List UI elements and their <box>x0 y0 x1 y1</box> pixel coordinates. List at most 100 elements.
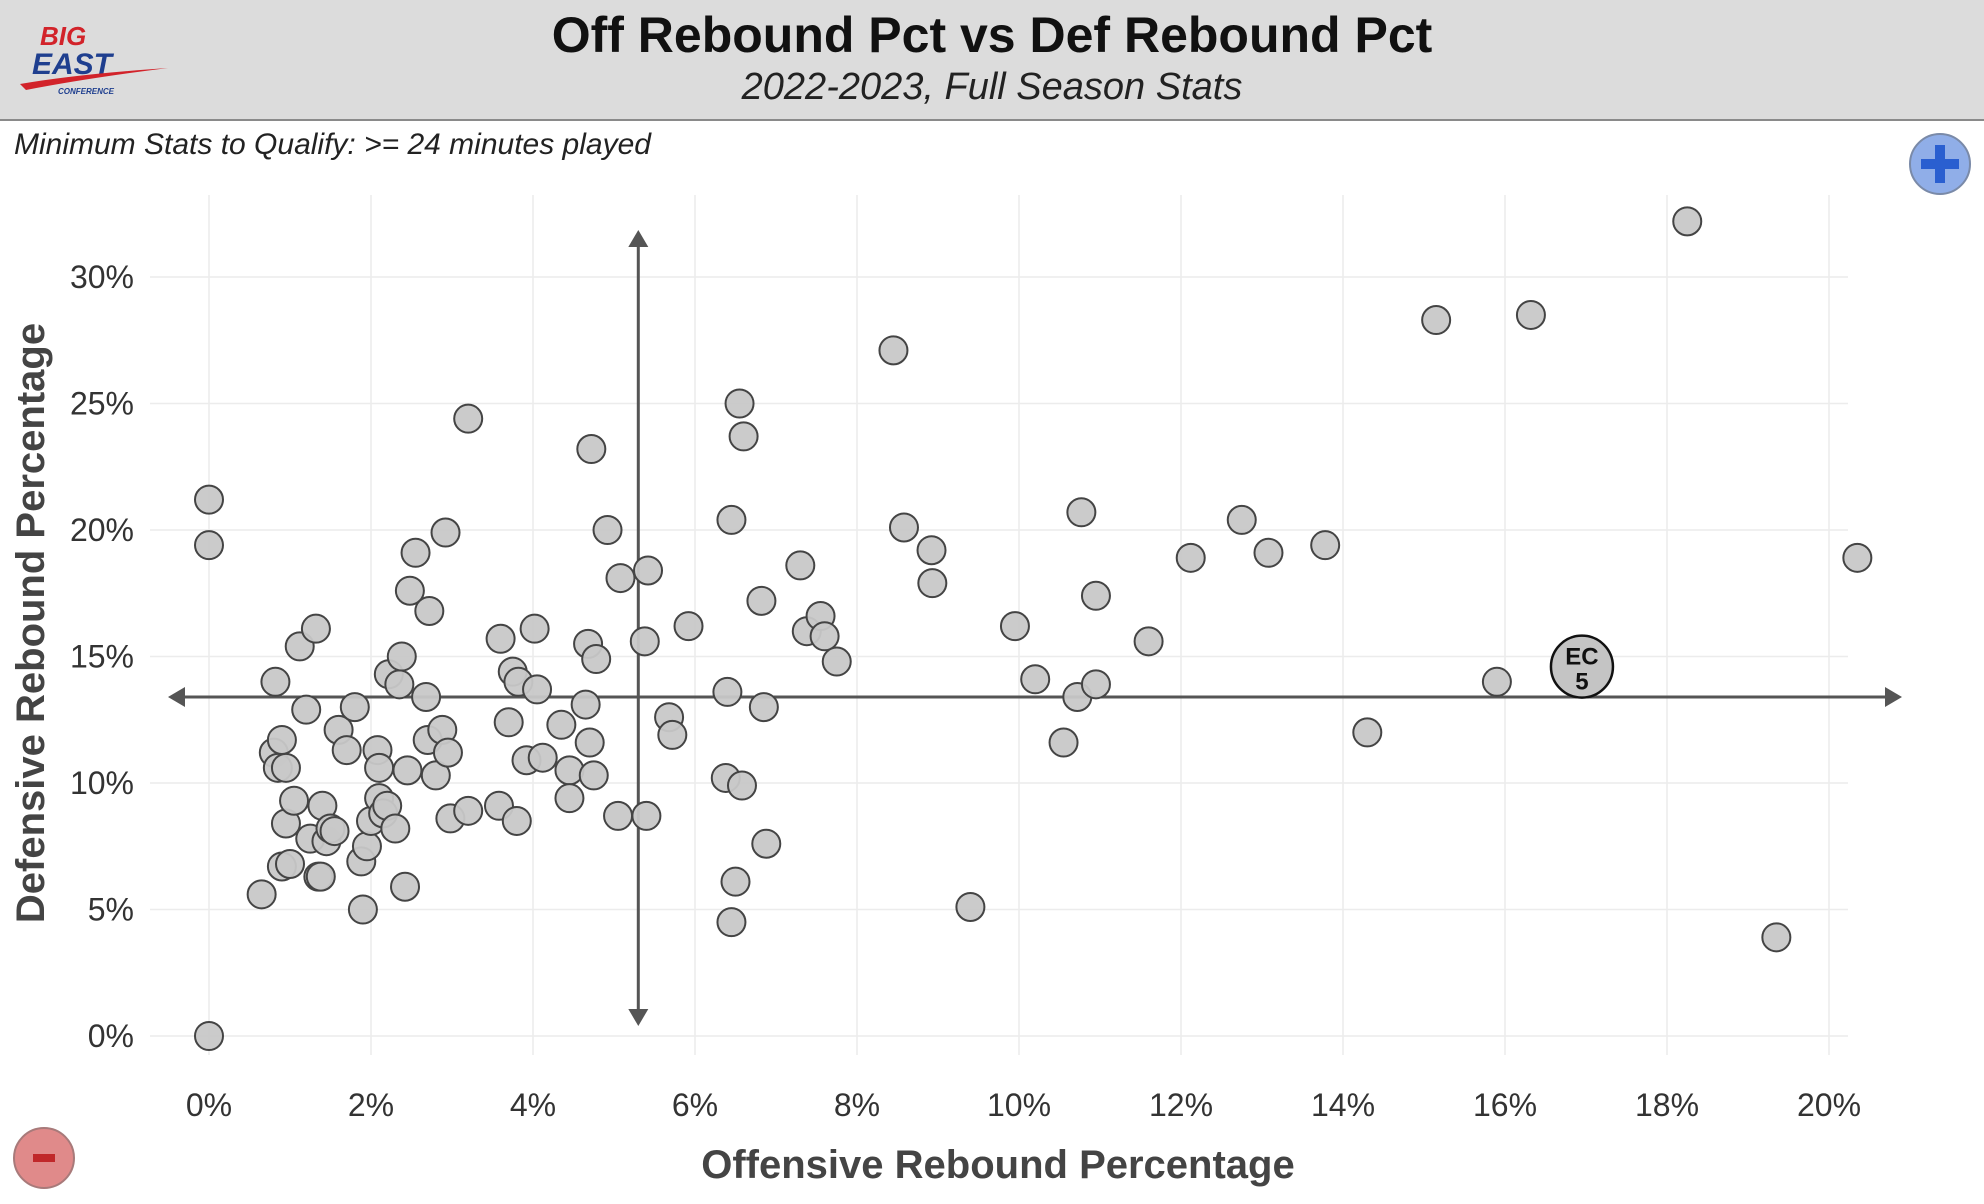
player-point[interactable] <box>576 434 607 465</box>
player-point[interactable] <box>712 676 743 707</box>
x-tick-label: 20% <box>1797 1087 1861 1123</box>
player-point[interactable] <box>888 512 919 543</box>
player-point[interactable] <box>570 689 601 720</box>
player-point[interactable] <box>546 709 577 740</box>
player-point[interactable] <box>592 515 623 545</box>
player-point[interactable] <box>748 692 779 723</box>
player-point[interactable] <box>633 555 664 586</box>
player-point[interactable] <box>394 575 425 606</box>
player-point[interactable] <box>657 719 688 750</box>
player-point[interactable] <box>291 694 322 725</box>
player-point[interactable] <box>279 785 310 816</box>
player-point[interactable] <box>1672 206 1703 237</box>
player-point[interactable] <box>785 550 816 581</box>
player-point[interactable] <box>746 585 777 616</box>
player-point[interactable] <box>716 907 747 938</box>
player-point[interactable] <box>339 692 370 723</box>
player-point[interactable] <box>246 879 277 910</box>
highlight-circle[interactable] <box>1549 634 1615 699</box>
player-point[interactable] <box>300 613 331 644</box>
player-point[interactable] <box>1515 299 1546 330</box>
player-point[interactable] <box>266 724 297 755</box>
player-point[interactable] <box>726 770 757 801</box>
plus-icon <box>1921 145 1959 183</box>
player-point[interactable] <box>414 595 445 626</box>
player-point[interactable] <box>493 707 524 738</box>
player-point[interactable] <box>1080 580 1111 611</box>
player-point[interactable] <box>331 735 362 766</box>
player-point[interactable] <box>1226 504 1257 535</box>
player-point[interactable] <box>260 666 291 697</box>
player-point[interactable] <box>724 388 755 419</box>
player-point[interactable] <box>270 752 301 783</box>
player-point[interactable] <box>999 611 1030 642</box>
player-point[interactable] <box>364 752 395 783</box>
player-point[interactable] <box>319 816 350 847</box>
player-point[interactable] <box>453 403 484 434</box>
player-point[interactable] <box>432 737 463 768</box>
x-tick-label: 8% <box>834 1087 880 1123</box>
player-point[interactable] <box>1133 626 1164 657</box>
x-tick-label: 4% <box>510 1087 556 1123</box>
player-point[interactable] <box>578 760 609 791</box>
player-point[interactable] <box>720 866 751 897</box>
player-point[interactable] <box>305 861 336 892</box>
player-point[interactable] <box>916 535 947 566</box>
player-point[interactable] <box>809 621 840 652</box>
player-point[interactable] <box>821 646 852 677</box>
player-point[interactable] <box>275 848 305 879</box>
player-point[interactable] <box>501 805 532 836</box>
y-tick-label: 30% <box>70 259 134 295</box>
highlighted-team-marker[interactable]: EC5 <box>1549 634 1615 699</box>
player-point[interactable] <box>629 626 660 657</box>
player-point[interactable] <box>574 727 605 758</box>
player-point[interactable] <box>1175 542 1206 573</box>
player-point[interactable] <box>955 891 986 922</box>
player-point[interactable] <box>390 871 421 902</box>
player-point[interactable] <box>392 755 423 786</box>
player-point[interactable] <box>554 783 585 814</box>
player-point[interactable] <box>400 537 431 568</box>
player-point[interactable] <box>386 641 417 672</box>
player-point[interactable] <box>1066 497 1097 528</box>
player-point[interactable] <box>527 742 558 773</box>
player-point[interactable] <box>194 484 224 515</box>
player-point[interactable] <box>1048 727 1079 758</box>
logo-big-text: BIG <box>40 21 86 51</box>
player-point[interactable] <box>1080 669 1111 700</box>
big-east-logo: BIG EAST CONFERENCE <box>20 21 168 96</box>
player-point[interactable] <box>522 674 553 705</box>
player-point[interactable] <box>430 517 461 548</box>
player-point[interactable] <box>1352 717 1383 748</box>
player-point[interactable] <box>384 669 415 700</box>
zoom-out-button[interactable] <box>13 1127 75 1189</box>
player-point[interactable] <box>380 813 411 844</box>
player-point[interactable] <box>1761 922 1792 953</box>
zoom-in-button[interactable] <box>1909 133 1971 195</box>
player-point[interactable] <box>917 568 948 599</box>
player-point[interactable] <box>1253 537 1284 568</box>
player-point[interactable] <box>1421 305 1452 336</box>
player-point[interactable] <box>581 644 612 675</box>
player-point[interactable] <box>878 335 909 366</box>
player-point[interactable] <box>485 623 516 654</box>
player-point[interactable] <box>673 611 704 642</box>
player-point[interactable] <box>519 613 550 644</box>
player-point[interactable] <box>411 681 442 712</box>
player-point[interactable] <box>603 800 634 831</box>
player-point[interactable] <box>453 795 484 826</box>
player-point[interactable] <box>1020 664 1051 695</box>
player-point[interactable] <box>351 831 382 862</box>
player-point[interactable] <box>347 894 378 925</box>
player-point[interactable] <box>1842 542 1873 573</box>
player-point[interactable] <box>631 800 662 831</box>
player-point[interactable] <box>751 828 782 859</box>
player-point[interactable] <box>1310 530 1341 561</box>
player-point[interactable] <box>194 1021 224 1051</box>
player-point[interactable] <box>605 563 636 594</box>
player-point[interactable] <box>728 421 759 452</box>
player-point[interactable] <box>194 530 224 561</box>
player-point[interactable] <box>1481 666 1512 697</box>
player-point[interactable] <box>716 504 747 535</box>
player-point[interactable] <box>554 755 585 786</box>
